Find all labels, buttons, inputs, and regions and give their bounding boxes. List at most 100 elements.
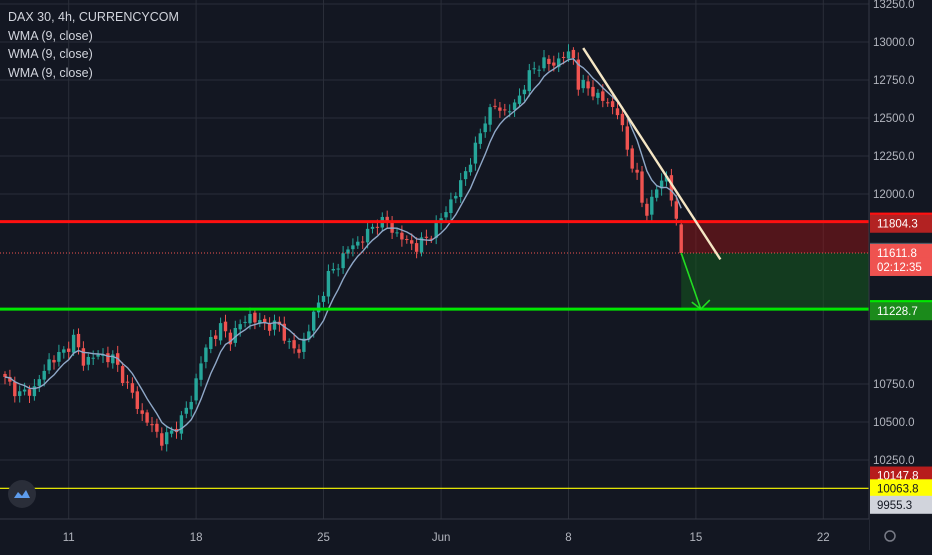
candle-body <box>145 412 149 423</box>
candle-body <box>189 401 193 410</box>
candle-body <box>76 333 81 348</box>
candle-body <box>179 415 184 434</box>
candle-body <box>606 102 610 104</box>
x-tick-label: 22 <box>817 532 830 544</box>
candle-body <box>395 232 399 234</box>
gear-icon <box>884 530 896 542</box>
y-tick-label: 13250.0 <box>873 0 915 11</box>
candle-body <box>449 199 453 213</box>
candle-body <box>596 92 600 98</box>
time-axis-background <box>0 519 869 550</box>
candle-body <box>478 133 482 144</box>
candle-body <box>655 189 659 198</box>
candle-body <box>52 359 56 363</box>
x-tick-label: 25 <box>317 532 330 544</box>
price-tag-label: 9955.3 <box>877 500 912 512</box>
candle-body <box>150 424 154 426</box>
candle-body <box>669 175 674 201</box>
candle-body <box>400 232 404 240</box>
candle-body <box>287 341 291 343</box>
candle-body <box>302 338 306 352</box>
candle-body <box>8 376 12 382</box>
candle-body <box>375 226 380 228</box>
candle-body <box>527 70 531 92</box>
candle-body <box>454 195 458 199</box>
candle-body <box>664 176 669 182</box>
candle-body <box>155 423 159 432</box>
candle-body <box>125 381 130 383</box>
candle-body <box>630 148 634 169</box>
candle-body <box>86 356 90 365</box>
candle-body <box>27 389 32 396</box>
candle-body <box>326 270 331 297</box>
candle-body <box>424 236 429 238</box>
candle-body <box>645 203 649 216</box>
candle-body <box>263 318 267 323</box>
y-tick-label: 12500.0 <box>873 113 915 125</box>
target-arrow-shaft <box>680 252 702 310</box>
candle-body <box>351 245 355 250</box>
price-tag-background <box>870 244 932 263</box>
candle-body <box>581 79 585 89</box>
candle-body <box>419 237 424 253</box>
candle-body <box>463 171 468 180</box>
candle-body <box>91 357 95 359</box>
y-tick-label: 13000.0 <box>873 37 915 49</box>
stop-loss-zone <box>681 221 869 254</box>
candle-body <box>356 241 360 246</box>
y-tick-label: 10500.0 <box>873 417 915 429</box>
candle-body <box>199 363 203 380</box>
candle-body <box>346 249 350 254</box>
candle-body <box>165 432 169 445</box>
price-tag-background <box>870 257 932 276</box>
candle-body <box>258 320 262 324</box>
price-tag-background <box>870 479 932 498</box>
candle-body <box>370 226 375 229</box>
x-tick-label: 8 <box>565 532 571 544</box>
tradingview-logo-icon[interactable] <box>8 480 36 508</box>
price-tag-background <box>870 214 932 233</box>
y-tick-label: 10250.0 <box>873 455 915 467</box>
candle-body <box>557 58 561 68</box>
candle-body <box>566 51 571 59</box>
indicator-label[interactable]: WMA (9, close) <box>8 28 93 43</box>
candle-body <box>194 378 198 401</box>
candle-body <box>640 171 644 203</box>
candle-body <box>111 354 115 364</box>
candle-body <box>434 222 438 238</box>
candle-body <box>385 216 389 223</box>
candle-body <box>542 57 546 69</box>
candle-body <box>22 389 27 392</box>
candle-body <box>140 410 144 414</box>
symbol-title[interactable]: DAX 30, 4h, CURRENCYCOM <box>8 10 179 24</box>
price-tag-background <box>870 495 932 514</box>
x-tick-label: 18 <box>190 532 203 544</box>
candle-body <box>610 101 615 107</box>
candle-body <box>488 107 492 125</box>
candle-body <box>312 311 316 331</box>
candle-body <box>248 313 252 324</box>
descending-trendline <box>582 47 722 261</box>
price-tag-background <box>870 302 932 321</box>
indicator-label[interactable]: WMA (9, close) <box>8 65 93 80</box>
cloud-glyph-icon <box>14 490 30 498</box>
candle-body <box>561 56 566 58</box>
x-tick-label: 11 <box>63 532 75 544</box>
candle-body <box>297 349 301 353</box>
candle-body <box>228 332 233 345</box>
candle-body <box>106 353 110 363</box>
candle-body <box>62 349 66 353</box>
candle-body <box>429 238 433 240</box>
target-arrow-head <box>691 299 711 311</box>
candle-body <box>238 324 242 330</box>
candle-body <box>3 373 7 378</box>
candle-body <box>209 336 213 350</box>
candle-body <box>650 196 654 215</box>
candle-body <box>444 212 448 218</box>
candle-body <box>547 58 551 65</box>
candle-body <box>483 123 487 133</box>
indicator-label[interactable]: WMA (9, close) <box>8 47 93 61</box>
chart-legend: DAX 30, 4h, CURRENCYCOM WMA (9, close) W… <box>8 8 179 82</box>
